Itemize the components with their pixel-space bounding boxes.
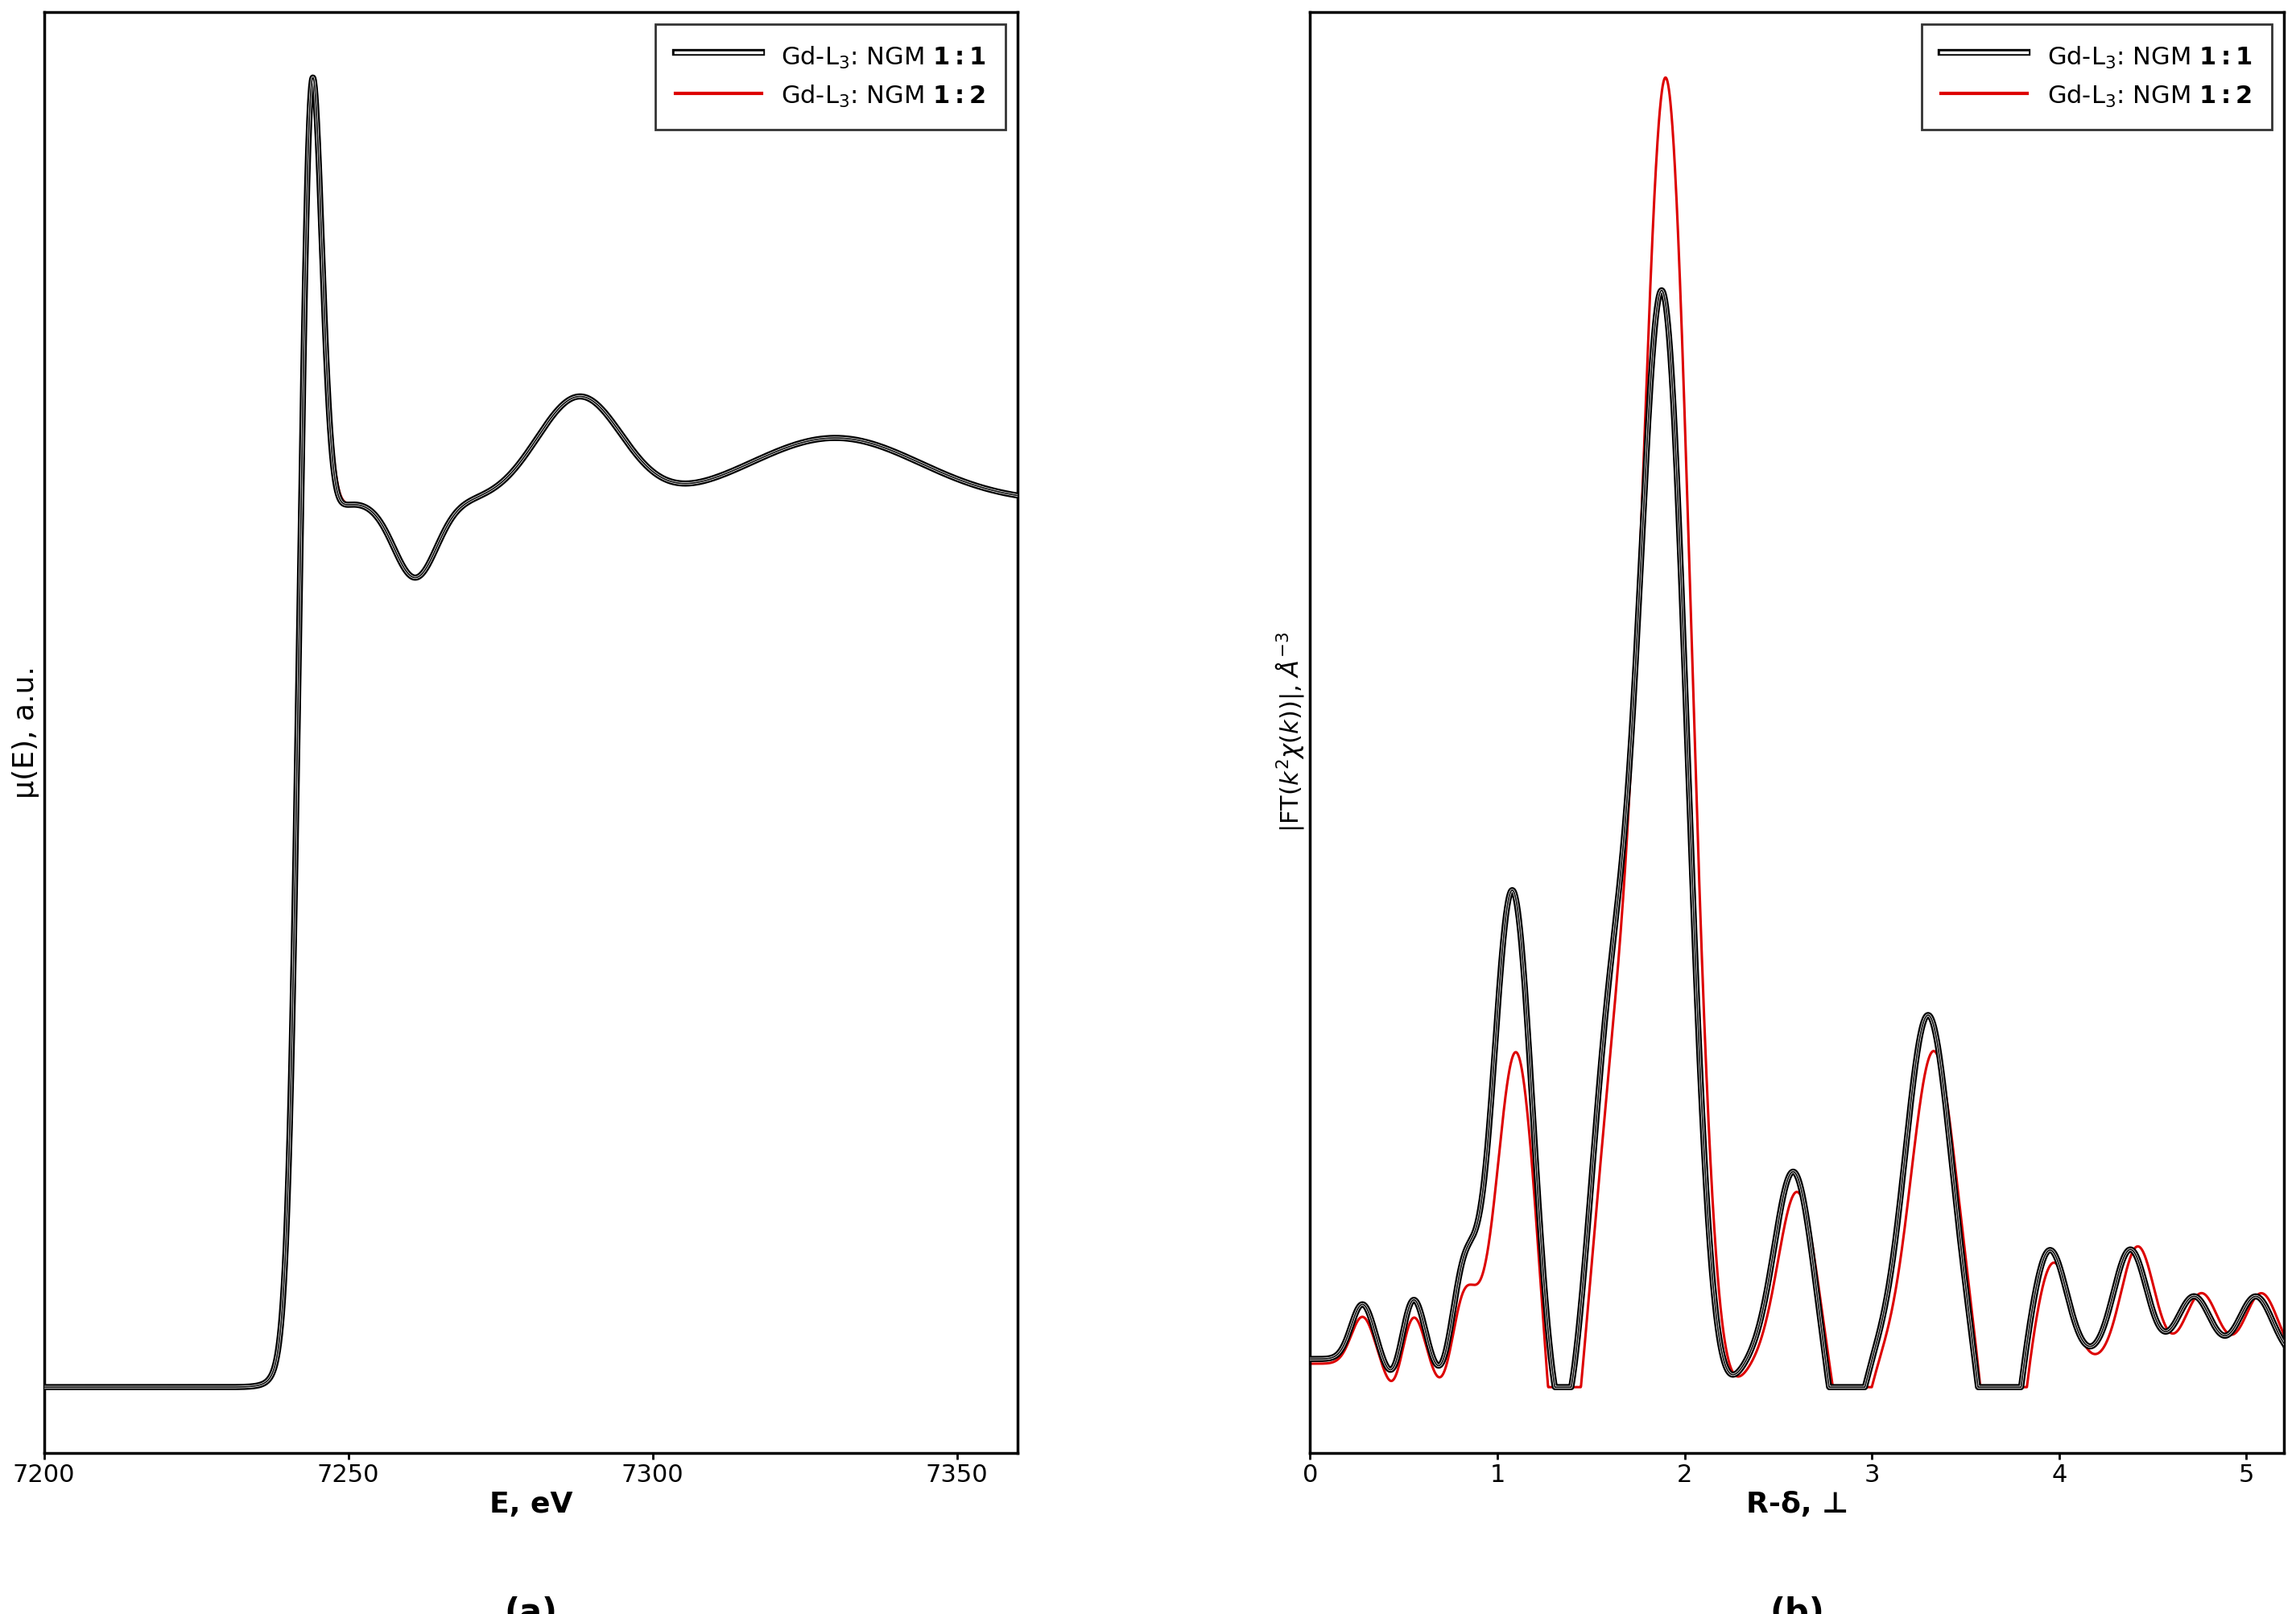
Legend: Gd-L$_3$: NGM $\mathbf{1:1}$, Gd-L$_3$: NGM $\mathbf{1:2}$: Gd-L$_3$: NGM $\mathbf{1:1}$, Gd-L$_3$: … [654,24,1006,129]
Text: (a): (a) [505,1596,558,1614]
Y-axis label: $|\mathrm{FT}(k^2\chi(k))|$, $\AA^{-3}$: $|\mathrm{FT}(k^2\chi(k))|$, $\AA^{-3}$ [1274,633,1306,833]
Y-axis label: μ(E), a.u.: μ(E), a.u. [11,667,39,799]
X-axis label: R-δ, ⊥: R-δ, ⊥ [1745,1491,1848,1519]
Text: (b): (b) [1770,1596,1825,1614]
X-axis label: E, eV: E, eV [489,1491,572,1519]
Legend: Gd-L$_3$: NGM $\mathbf{1:1}$, Gd-L$_3$: NGM $\mathbf{1:2}$: Gd-L$_3$: NGM $\mathbf{1:1}$, Gd-L$_3$: … [1922,24,2271,129]
